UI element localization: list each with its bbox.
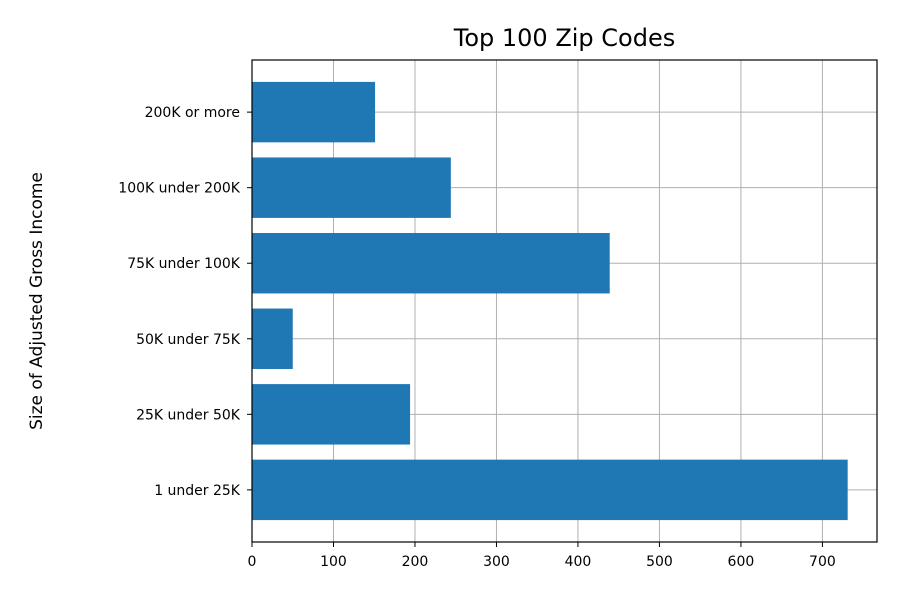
bars [252, 81, 848, 521]
x-tick-label: 700 [809, 554, 836, 570]
x-tick-label: 300 [483, 554, 510, 570]
bar [252, 459, 848, 521]
x-tick-label: 400 [565, 554, 592, 570]
bar [252, 157, 451, 218]
y-tick-label: 100K under 200K [118, 181, 241, 197]
x-tick-label: 0 [248, 554, 257, 570]
x-tick-label: 600 [728, 554, 755, 570]
y-tick-label: 25K under 50K [136, 407, 241, 423]
bar [252, 308, 293, 369]
x-tick-label: 200 [402, 554, 429, 570]
x-tick-label: 100 [320, 554, 347, 570]
axes-frame [251, 59, 878, 543]
y-tick-label: 1 under 25K [154, 483, 241, 499]
bar [252, 81, 376, 143]
y-tick-label: 75K under 100K [127, 256, 241, 272]
y-axis-label: Size of Adjusted Gross Income [27, 172, 47, 430]
x-axis-ticks: 0 100 200 300 400 500 600 700 [248, 542, 836, 570]
bar [252, 384, 411, 445]
y-axis-ticks: 1 under 25K 25K under 50K 50K under 75K 75K… [118, 105, 252, 499]
y-tick-label: 50K under 75K [136, 332, 241, 348]
chart-title: Top 100 Zip Codes [453, 24, 675, 52]
bar [252, 233, 610, 294]
x-tick-label: 500 [646, 554, 673, 570]
y-tick-label: 200K or more [145, 105, 240, 121]
